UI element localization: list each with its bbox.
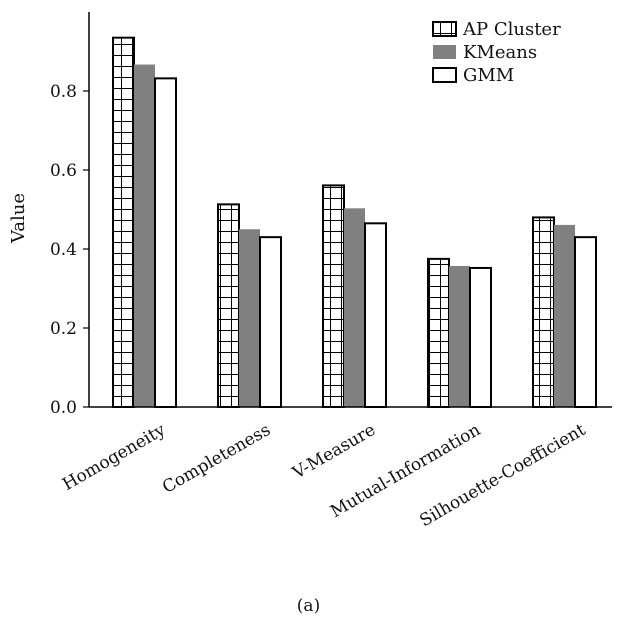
bar-gmm <box>259 236 282 408</box>
y-axis-label: Value <box>8 193 29 244</box>
y-tick-label: 0.0 <box>50 398 77 418</box>
y-tick-label: 0.4 <box>50 240 77 260</box>
bar-kmeans <box>449 265 470 407</box>
bar-gmm <box>154 77 177 409</box>
y-tick-label: 0.2 <box>50 319 77 339</box>
bar-gmm <box>469 266 492 408</box>
bar-gmm <box>364 222 387 408</box>
legend-label: GMM <box>463 65 514 86</box>
bar-ap-cluster <box>322 184 345 408</box>
bar-ap-cluster <box>112 36 135 409</box>
y-tick-label: 0.6 <box>50 161 77 181</box>
legend-label: KMeans <box>463 42 537 63</box>
bar-kmeans <box>554 224 575 407</box>
plot-area <box>112 36 597 409</box>
legend-swatch <box>432 21 457 37</box>
y-axis: 0.0 0.2 0.4 0.6 0.8 <box>50 12 90 418</box>
x-tick-label: Silhouette-Coefficient <box>416 420 589 531</box>
bar-ap-cluster <box>217 203 240 408</box>
bar-ap-cluster <box>532 216 555 408</box>
bar-ap-cluster <box>427 257 450 408</box>
y-tick-label: 0.8 <box>50 82 77 102</box>
legend-swatch <box>433 45 456 59</box>
x-tick-label: Completeness <box>159 420 274 498</box>
bar-gmm <box>574 236 597 408</box>
x-tick-label: Homogeneity <box>59 420 169 495</box>
legend-label: AP Cluster <box>462 19 561 40</box>
bar-kmeans <box>344 208 365 407</box>
x-tick-label: V-Measure <box>289 420 379 484</box>
legend-swatch <box>432 67 457 83</box>
figure-caption: (a) <box>296 596 321 616</box>
bar-kmeans <box>134 64 155 407</box>
bar-kmeans <box>239 229 260 407</box>
